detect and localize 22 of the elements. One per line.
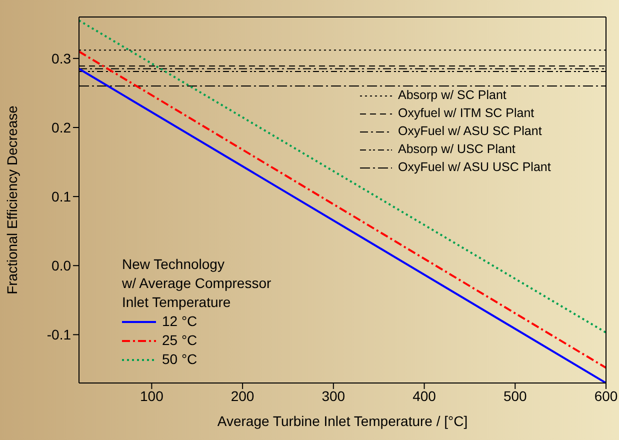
legend-label: Absorp w/ SC Plant [397, 87, 508, 104]
legend-title: New Technology w/ Average Compressor Inlet Temperature [122, 255, 272, 312]
y-tick-label: 0.2 [52, 119, 72, 136]
legend-label: Absorp w/ USC Plant [397, 141, 516, 158]
x-tick-label: 500 [503, 388, 528, 404]
x-tick-label: 400 [412, 388, 436, 404]
legend-label: OxyFuel w/ ASU SC Plant [397, 123, 543, 140]
legend-label: Oxyfuel w/ ITM SC Plant [397, 105, 536, 122]
y-tick-label: 0.1 [52, 188, 72, 205]
y-tick-label: -0.1 [46, 326, 72, 343]
x-tick-label: 100 [140, 388, 164, 404]
legend-label: OxyFuel w/ ASU USC Plant [397, 159, 551, 176]
y-tick-label: 0.0 [52, 258, 72, 274]
y-axis-title: Fractional Efficiency Decrease [4, 105, 20, 294]
x-tick-label: 600 [594, 388, 618, 404]
legend-label: 12 °C [161, 312, 198, 331]
legend-label: 25 °C [161, 331, 198, 350]
x-tick-label: 200 [230, 388, 254, 404]
x-tick-label: 300 [322, 388, 346, 404]
y-tick-label: 0.3 [52, 50, 72, 66]
x-axis-title: Average Turbine Inlet Temperature / [°C] [217, 413, 468, 429]
legend-label: 50 °C [161, 350, 198, 369]
